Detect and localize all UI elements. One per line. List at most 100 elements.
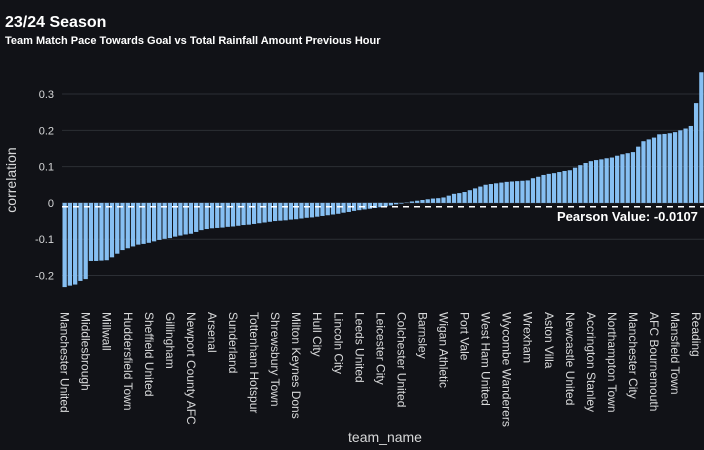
bar	[641, 141, 646, 203]
bar	[651, 137, 657, 203]
bar	[530, 178, 536, 203]
y-tick-label: 0.3	[39, 89, 54, 101]
bar	[173, 202, 178, 237]
bar	[220, 202, 225, 228]
bar	[178, 202, 183, 236]
bar	[557, 172, 562, 203]
bar	[604, 158, 609, 203]
bar	[620, 154, 625, 203]
bar	[672, 132, 678, 203]
bar	[441, 197, 446, 203]
bar	[630, 152, 636, 203]
bar	[646, 139, 651, 203]
bar	[625, 153, 630, 203]
bar	[246, 202, 251, 225]
bar	[325, 202, 330, 216]
bar	[409, 201, 415, 203]
bar	[130, 202, 136, 247]
bar	[99, 202, 104, 261]
bar	[488, 184, 494, 203]
bar	[209, 202, 215, 229]
bar	[157, 202, 162, 240]
x-tick-label: Arsenal	[205, 312, 219, 353]
bar	[330, 202, 336, 215]
bar	[536, 176, 541, 203]
x-tick-label: Wycombe Wanderers	[500, 312, 514, 427]
x-tick-label: Middlesbrough	[79, 312, 93, 391]
bar	[315, 202, 320, 217]
bar	[678, 130, 683, 203]
bar	[120, 202, 125, 251]
x-tick-label: Wrexham	[521, 312, 535, 363]
y-tick-label: 0.1	[39, 162, 54, 174]
bar	[88, 202, 94, 261]
bar	[657, 134, 662, 203]
x-tick-label: Sheffield United	[142, 312, 156, 397]
y-axis-title: correlation	[3, 147, 19, 212]
bar	[394, 202, 399, 205]
bar	[578, 165, 583, 203]
bar	[272, 202, 278, 222]
bar	[388, 202, 394, 206]
chart-subtitle: Team Match Pace Towards Goal vs Total Ra…	[5, 35, 381, 47]
y-tick-label: 0.2	[39, 125, 54, 137]
bar	[515, 181, 520, 203]
bar	[299, 202, 304, 219]
y-tick-label: -0.1	[35, 234, 54, 246]
x-tick-label: Aston Villa	[542, 312, 556, 369]
bar	[567, 170, 572, 203]
x-tick-label: Leicester City	[373, 312, 387, 385]
bar	[109, 202, 115, 258]
bar	[609, 157, 615, 203]
x-tick-label: Port Vale	[458, 312, 472, 361]
bar	[199, 202, 204, 231]
bar	[67, 202, 73, 286]
bar	[115, 202, 120, 254]
bar	[483, 184, 488, 203]
x-tick-label: Huddersfield Town	[121, 312, 135, 411]
bar	[599, 159, 604, 203]
bar	[593, 160, 599, 203]
bar	[320, 202, 325, 216]
x-tick-label: Mansfield Town	[668, 312, 682, 395]
x-tick-label: Reading	[689, 312, 703, 357]
bar	[494, 183, 499, 203]
x-tick-label: Milton Keynes Dons	[289, 312, 303, 419]
bar	[399, 202, 404, 204]
bar	[420, 200, 425, 203]
x-tick-label: AFC Bournemouth	[647, 312, 661, 411]
x-tick-label: Northampton Town	[605, 312, 619, 413]
bar	[583, 162, 588, 203]
bar	[262, 202, 267, 223]
bar	[288, 202, 294, 220]
bar	[241, 202, 246, 226]
bar	[636, 146, 641, 203]
bar	[446, 195, 451, 203]
bar	[73, 202, 78, 285]
bar	[367, 202, 372, 209]
x-tick-label: Barnsley	[415, 312, 429, 359]
bar	[688, 125, 693, 203]
bar	[278, 202, 283, 221]
bar	[572, 167, 578, 203]
bar	[457, 193, 462, 203]
bar	[136, 202, 141, 245]
bar	[662, 133, 667, 203]
x-tick-label: Manchester City	[626, 312, 640, 399]
bar	[588, 161, 593, 203]
bar	[683, 128, 688, 203]
bar	[478, 186, 483, 203]
chart-title: 23/24 Season	[5, 14, 106, 31]
x-tick-label: Shrewsbury Town	[268, 312, 282, 407]
bar	[146, 202, 151, 243]
bar	[309, 202, 315, 218]
bar	[141, 202, 146, 244]
bar	[693, 103, 699, 203]
bar	[415, 200, 420, 203]
pearson-label: Pearson Value: -0.0107	[557, 209, 698, 224]
bar	[546, 173, 551, 203]
bar	[257, 202, 262, 224]
bar	[62, 202, 67, 288]
bar	[151, 202, 157, 242]
